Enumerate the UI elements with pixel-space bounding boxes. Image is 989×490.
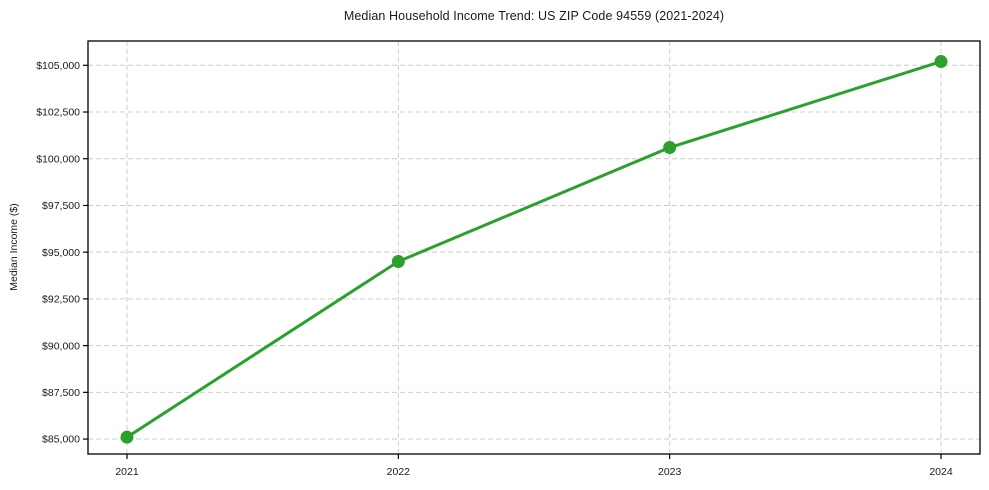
y-tick-label: $87,500 xyxy=(42,387,80,399)
x-tick-label: 2022 xyxy=(387,466,411,478)
y-tick-label: $85,000 xyxy=(42,434,80,446)
x-tick-label: 2024 xyxy=(929,466,953,478)
x-tick-label: 2021 xyxy=(115,466,139,478)
y-tick-label: $90,000 xyxy=(42,340,80,352)
y-tick-label: $100,000 xyxy=(36,153,80,165)
income-trend-line xyxy=(125,60,943,439)
chart-title: Median Household Income Trend: US ZIP Co… xyxy=(343,9,725,23)
plot-frame xyxy=(87,40,981,455)
y-tick-label: $105,000 xyxy=(36,60,80,72)
y-tick-label: $92,500 xyxy=(42,294,80,306)
data-point xyxy=(120,430,134,444)
y-tick-label: $102,500 xyxy=(36,107,80,119)
y-tick-label: $95,000 xyxy=(42,247,80,259)
y-tick-label: $97,500 xyxy=(42,200,80,212)
data-point xyxy=(663,141,677,155)
data-point xyxy=(391,255,405,269)
x-tick-label: 2023 xyxy=(658,466,682,478)
data-point xyxy=(934,55,948,69)
